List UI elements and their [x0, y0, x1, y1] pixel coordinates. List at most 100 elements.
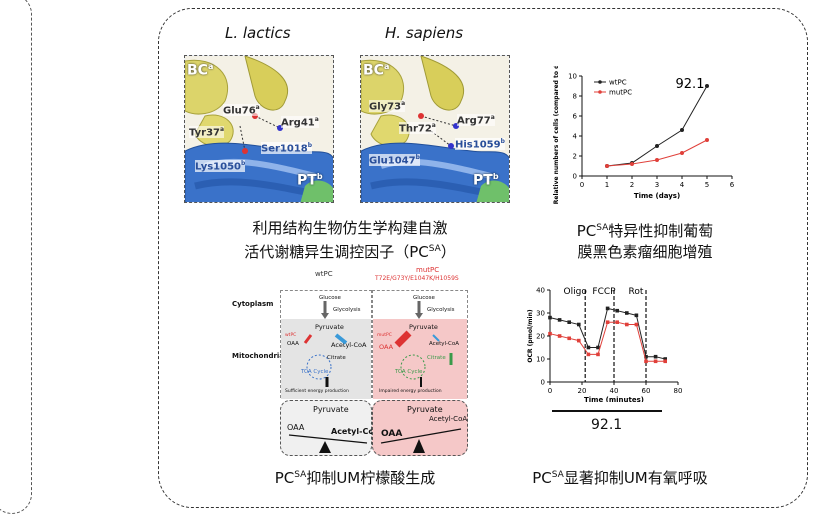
ocr-point: [644, 354, 648, 359]
ocr-y-tick-label: 40: [536, 287, 545, 295]
growth-x-tick-label: 2: [630, 181, 634, 189]
structure-panel-lactis: BCa Glu76a Tyr37a Arg41a Ser1018b Lys105…: [184, 55, 334, 203]
residue-label-3: Arg41a: [281, 116, 319, 129]
growth-legend-label: mutPC: [609, 89, 632, 97]
ocr-point: [625, 322, 629, 327]
ocr-point: [653, 354, 658, 359]
species-label-sapiens: H. sapiens: [385, 24, 464, 42]
caption-structure-line1: 利用结构生物仿生学构建自激: [252, 219, 448, 237]
ocr-point: [567, 336, 571, 341]
bc-label-sapiens: BCa: [363, 62, 390, 79]
wt-glycolysis: Glycolysis: [333, 307, 361, 313]
ocr-x-tick-label: 20: [578, 387, 587, 395]
pt-label-sapiens: PTb: [473, 172, 499, 189]
wt-balance-pyruvate: Pyruvate: [313, 405, 349, 414]
wt-column-title: wtPC: [315, 270, 333, 278]
pt-label-lactis: PTb: [297, 172, 323, 189]
growth-point: [680, 128, 684, 132]
cytoplasm-label: Cytoplasm: [232, 300, 274, 308]
mut-glucose: Glucose: [413, 295, 435, 301]
growth-legend-marker: [598, 80, 602, 84]
ocr-point: [548, 331, 552, 336]
residue-label-5: Lys1050b: [195, 160, 246, 173]
growth-x-tick-label: 0: [580, 181, 584, 189]
ocr-point: [653, 359, 658, 364]
ocr-underline: [552, 410, 662, 412]
residue-label-1: Glu76a: [223, 104, 260, 117]
wt-pyruvate: Pyruvate: [315, 323, 344, 331]
mut-glycolysis: Glycolysis: [427, 307, 455, 313]
growth-point: [605, 164, 609, 168]
caption-structure-line2: 活代谢糖异生调控因子（PCSA）: [244, 243, 456, 261]
mut-balance-oaa: OAA: [381, 429, 403, 439]
ocr-point: [577, 338, 581, 343]
growth-point: [705, 138, 709, 142]
ocr-point: [586, 345, 591, 350]
mut-balance-pyruvate: Pyruvate: [407, 405, 443, 414]
ocr-injection-label: Rot: [629, 287, 644, 297]
growth-title: 92.1: [676, 77, 705, 92]
growth-x-tick-label: 1: [605, 181, 609, 189]
ocr-point: [557, 318, 562, 322]
growth-x-tick-label: 4: [680, 181, 685, 189]
mut-column: Glucose Glycolysis Pyruvate mutPC OAA Ac…: [372, 290, 468, 399]
growth-chart: 0 2 4 6 8 10 0 1 2 3 4 5 6 Time (days) Relative number…: [553, 66, 735, 204]
growth-y-tick-label: 0: [573, 173, 577, 181]
mut-pyruvate: Pyruvate: [409, 323, 438, 331]
ocr-series-line: [549, 307, 666, 360]
growth-y-tick-label: 2: [573, 153, 577, 161]
residue-label-6: Gly73a: [369, 100, 406, 113]
ocr-point: [596, 352, 600, 357]
growth-y-label: Relative numbers of cells (compared to d…: [553, 66, 560, 204]
caption-structure: 利用结构生物仿生学构建自激 活代谢糖异生调控因子（PCSA）: [195, 218, 505, 263]
wt-glucose: Glucose: [319, 295, 341, 301]
wt-arrows: [303, 301, 348, 387]
wt-energy: Sufficient energy production: [285, 389, 349, 394]
ocr-y-tick-label: 0: [541, 379, 545, 387]
mut-column-title: mutPC: [416, 266, 440, 274]
ocr-injection-label: FCCP: [592, 287, 616, 297]
mut-column-subtitle: T72E/G73Y/E1047K/H1059S: [375, 275, 459, 282]
ocr-point: [625, 311, 629, 315]
growth-point: [655, 158, 659, 162]
ocr-series-line: [549, 321, 666, 362]
mut-balance-acetyl: Acetyl-CoA: [429, 415, 468, 423]
outer-left-frame: [0, 0, 32, 514]
growth-y-tick-label: 8: [573, 93, 577, 101]
mut-oaa: OAA: [379, 343, 394, 351]
caption-respiration: PCSA显著抑制UM有氧呼吸: [532, 469, 708, 487]
ocr-point: [605, 306, 610, 311]
pathway-diagram: wtPC mutPC T72E/G73Y/E1047K/H1059S Cytop…: [230, 262, 470, 458]
ocr-y-label: OCR (pmol/min): [527, 309, 534, 362]
wt-balance-acetyl: Acetyl-CoA: [331, 427, 381, 436]
wt-balance: Pyruvate OAA Acetyl-CoA: [280, 400, 380, 456]
growth-legend-marker: [598, 90, 602, 94]
caption-proliferation-line1: PCSA特异性抑制葡萄: [576, 222, 714, 240]
caption-proliferation: PCSA特异性抑制葡萄 膜黑色素瘤细胞增殖: [545, 218, 745, 263]
growth-point: [705, 84, 709, 88]
wt-balance-oaa: OAA: [287, 423, 305, 432]
growth-x-tick-label: 5: [705, 181, 709, 189]
ocr-point: [548, 315, 552, 320]
ocr-point: [663, 357, 667, 361]
residue-label-7: Thr72a: [399, 122, 436, 135]
growth-series-line: [606, 139, 708, 167]
mut-arrows: [394, 301, 453, 387]
ocr-x-tick-label: 60: [642, 387, 651, 395]
mut-acetyl: Acetyl-CoA: [429, 341, 459, 347]
wt-acetyl: Acetyl-CoA: [331, 341, 367, 349]
ocr-x-tick-label: 40: [610, 387, 619, 395]
ocr-point: [663, 359, 667, 364]
ocr-injection-label: Oligo: [564, 287, 588, 297]
ocr-x-tick-label: 80: [674, 387, 683, 395]
growth-legend-label: wtPC: [609, 79, 627, 87]
ocr-point: [644, 359, 648, 364]
wt-citrate: Citrate: [327, 355, 346, 361]
ocr-y-tick-label: 30: [536, 310, 545, 318]
residue-label-4: Ser1018b: [261, 142, 313, 155]
ocr-x-label: Time (minutes): [584, 396, 644, 402]
ocr-point: [567, 320, 571, 324]
ocr-chart: 0 10 20 30 40 0 20 40 60 80 Time (minutes) OCR (pmo…: [527, 287, 683, 403]
ocr-chart-title: 92.1: [591, 417, 623, 433]
growth-point: [630, 162, 634, 166]
